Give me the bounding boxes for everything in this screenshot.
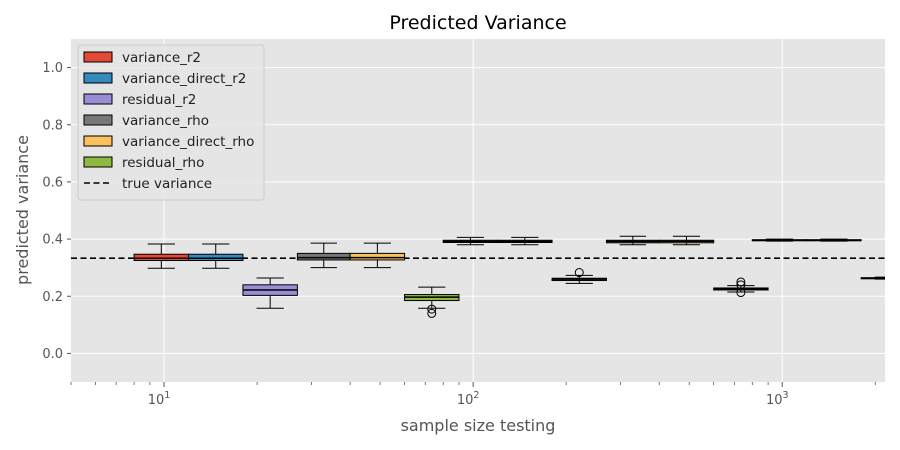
legend-label: variance_direct_r2 bbox=[122, 71, 246, 87]
box-variance-rho bbox=[605, 235, 660, 246]
series-residual-rho bbox=[404, 277, 769, 318]
x-ticks: 101 102 103 bbox=[70, 382, 876, 408]
outlier-point bbox=[574, 268, 584, 278]
legend-item: residual_rho bbox=[83, 155, 204, 171]
legend-item: true variance bbox=[84, 176, 212, 192]
x-tick-base: 10 bbox=[148, 393, 165, 408]
legend-swatch bbox=[83, 156, 113, 168]
legend-label: variance_r2 bbox=[122, 50, 201, 66]
x-tick-label: 102 bbox=[457, 390, 480, 408]
box-body bbox=[349, 252, 406, 261]
legend-swatch bbox=[83, 114, 113, 126]
box-plots bbox=[133, 235, 885, 318]
legend-item: variance_direct_r2 bbox=[83, 71, 246, 87]
box-variance-direct-r2 bbox=[497, 236, 553, 246]
legend: variance_r2 variance_direct_r2 residual_r2… bbox=[77, 44, 265, 201]
y-ticks: 0.0 0.2 0.4 0.6 0.8 1.0 bbox=[42, 61, 71, 362]
box-residual-r2 bbox=[860, 276, 885, 280]
y-tick-label: 0.8 bbox=[42, 118, 63, 133]
box-residual-r2 bbox=[242, 277, 298, 309]
box-body bbox=[133, 253, 190, 262]
legend-swatch bbox=[83, 72, 113, 84]
x-tick-base: 10 bbox=[766, 393, 783, 408]
box-body bbox=[188, 253, 244, 262]
series-variance-direct-r2 bbox=[188, 236, 862, 269]
y-tick-label: 1.0 bbox=[42, 61, 63, 76]
legend-label: variance_rho bbox=[122, 113, 209, 129]
legend-label: variance_direct_rho bbox=[122, 134, 254, 150]
x-tick-base: 10 bbox=[457, 393, 474, 408]
outlier-point bbox=[736, 288, 746, 298]
box-variance-direct-r2 bbox=[806, 238, 862, 242]
x-tick-exponent: 2 bbox=[473, 390, 479, 401]
legend-swatch bbox=[83, 51, 113, 63]
y-tick-label: 0.4 bbox=[42, 233, 63, 248]
box-variance-direct-r2 bbox=[188, 243, 244, 269]
legend-swatch bbox=[83, 93, 113, 105]
outlier-point bbox=[736, 277, 746, 287]
legend-item: variance_direct_rho bbox=[83, 134, 254, 150]
legend-label: true variance bbox=[122, 176, 212, 192]
series-variance-direct-rho bbox=[349, 235, 715, 269]
legend-frame bbox=[77, 44, 265, 201]
box-variance-direct-rho bbox=[349, 242, 406, 269]
outlier-point bbox=[427, 308, 437, 318]
box-variance-r2 bbox=[751, 238, 808, 242]
y-tick-label: 0.0 bbox=[42, 347, 63, 362]
box-residual-r2 bbox=[551, 268, 607, 284]
chart-title: Predicted Variance bbox=[389, 12, 566, 34]
legend-item: variance_rho bbox=[83, 113, 209, 129]
outlier-point bbox=[427, 304, 437, 314]
y-tick-label: 0.2 bbox=[42, 290, 63, 305]
box-residual-rho bbox=[404, 286, 460, 318]
box-variance-direct-rho bbox=[658, 235, 715, 246]
x-tick-label: 103 bbox=[766, 390, 789, 408]
y-tick-label: 0.6 bbox=[42, 175, 63, 190]
x-tick-exponent: 1 bbox=[164, 390, 170, 401]
x-axis-label: sample size testing bbox=[401, 416, 556, 435]
legend-swatch bbox=[83, 135, 113, 147]
legend-item: variance_r2 bbox=[83, 50, 201, 66]
series-residual-r2 bbox=[242, 268, 885, 309]
box-body bbox=[296, 252, 351, 261]
series-variance-rho bbox=[296, 235, 660, 269]
x-tick-exponent: 3 bbox=[782, 390, 788, 401]
y-axis-label: predicted variance bbox=[13, 135, 32, 285]
legend-label: residual_r2 bbox=[122, 92, 196, 108]
x-tick-label: 101 bbox=[148, 390, 171, 408]
box-residual-rho bbox=[713, 277, 769, 298]
legend-label: residual_rho bbox=[122, 155, 204, 171]
legend-item: residual_r2 bbox=[83, 92, 196, 108]
